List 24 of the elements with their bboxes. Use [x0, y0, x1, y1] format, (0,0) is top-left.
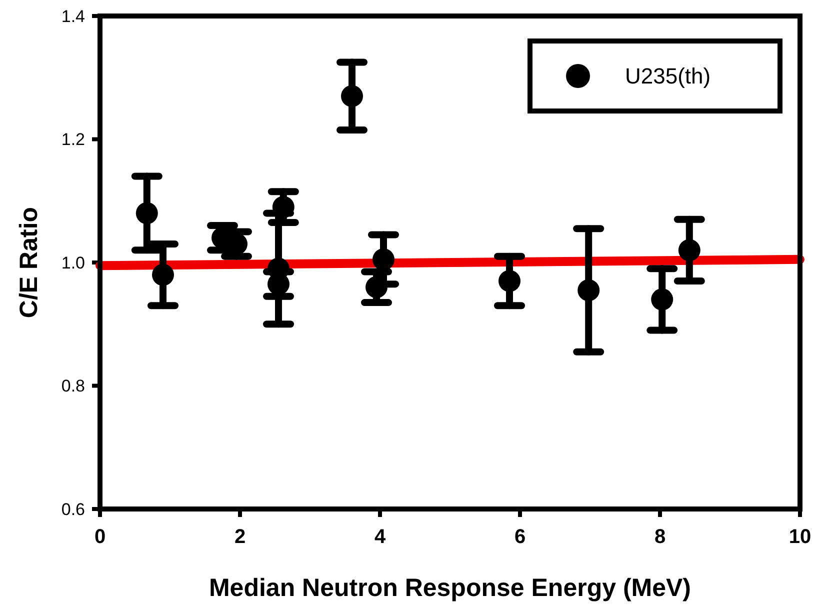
legend-label: U235(th)	[625, 64, 711, 89]
point	[578, 279, 600, 302]
y-tick-label: 1.4	[61, 6, 85, 26]
x-axis-title: Median Neutron Response Energy (MeV)	[208, 574, 692, 602]
point	[341, 85, 363, 108]
point	[136, 202, 158, 224]
y-axis-title: C/E Ratio	[15, 206, 43, 318]
point	[152, 264, 174, 286]
x-tick-label: 2	[234, 526, 246, 548]
point	[366, 276, 388, 298]
point	[372, 248, 394, 270]
point	[498, 270, 520, 292]
y-tick-label: 1.2	[61, 130, 85, 150]
y-tick-label: 0.8	[61, 376, 85, 396]
y-tick-label: 0.6	[61, 500, 85, 519]
point	[678, 239, 700, 262]
x-tick-label: 8	[654, 526, 666, 548]
x-tick-label: 0	[94, 526, 106, 548]
x-tick-label: 6	[514, 526, 526, 548]
x-tick-label: 4	[374, 526, 386, 548]
point	[272, 196, 294, 218]
y-tick-label: 1.0	[61, 253, 85, 272]
x-tick-label: 10	[788, 526, 812, 548]
point	[651, 288, 674, 310]
